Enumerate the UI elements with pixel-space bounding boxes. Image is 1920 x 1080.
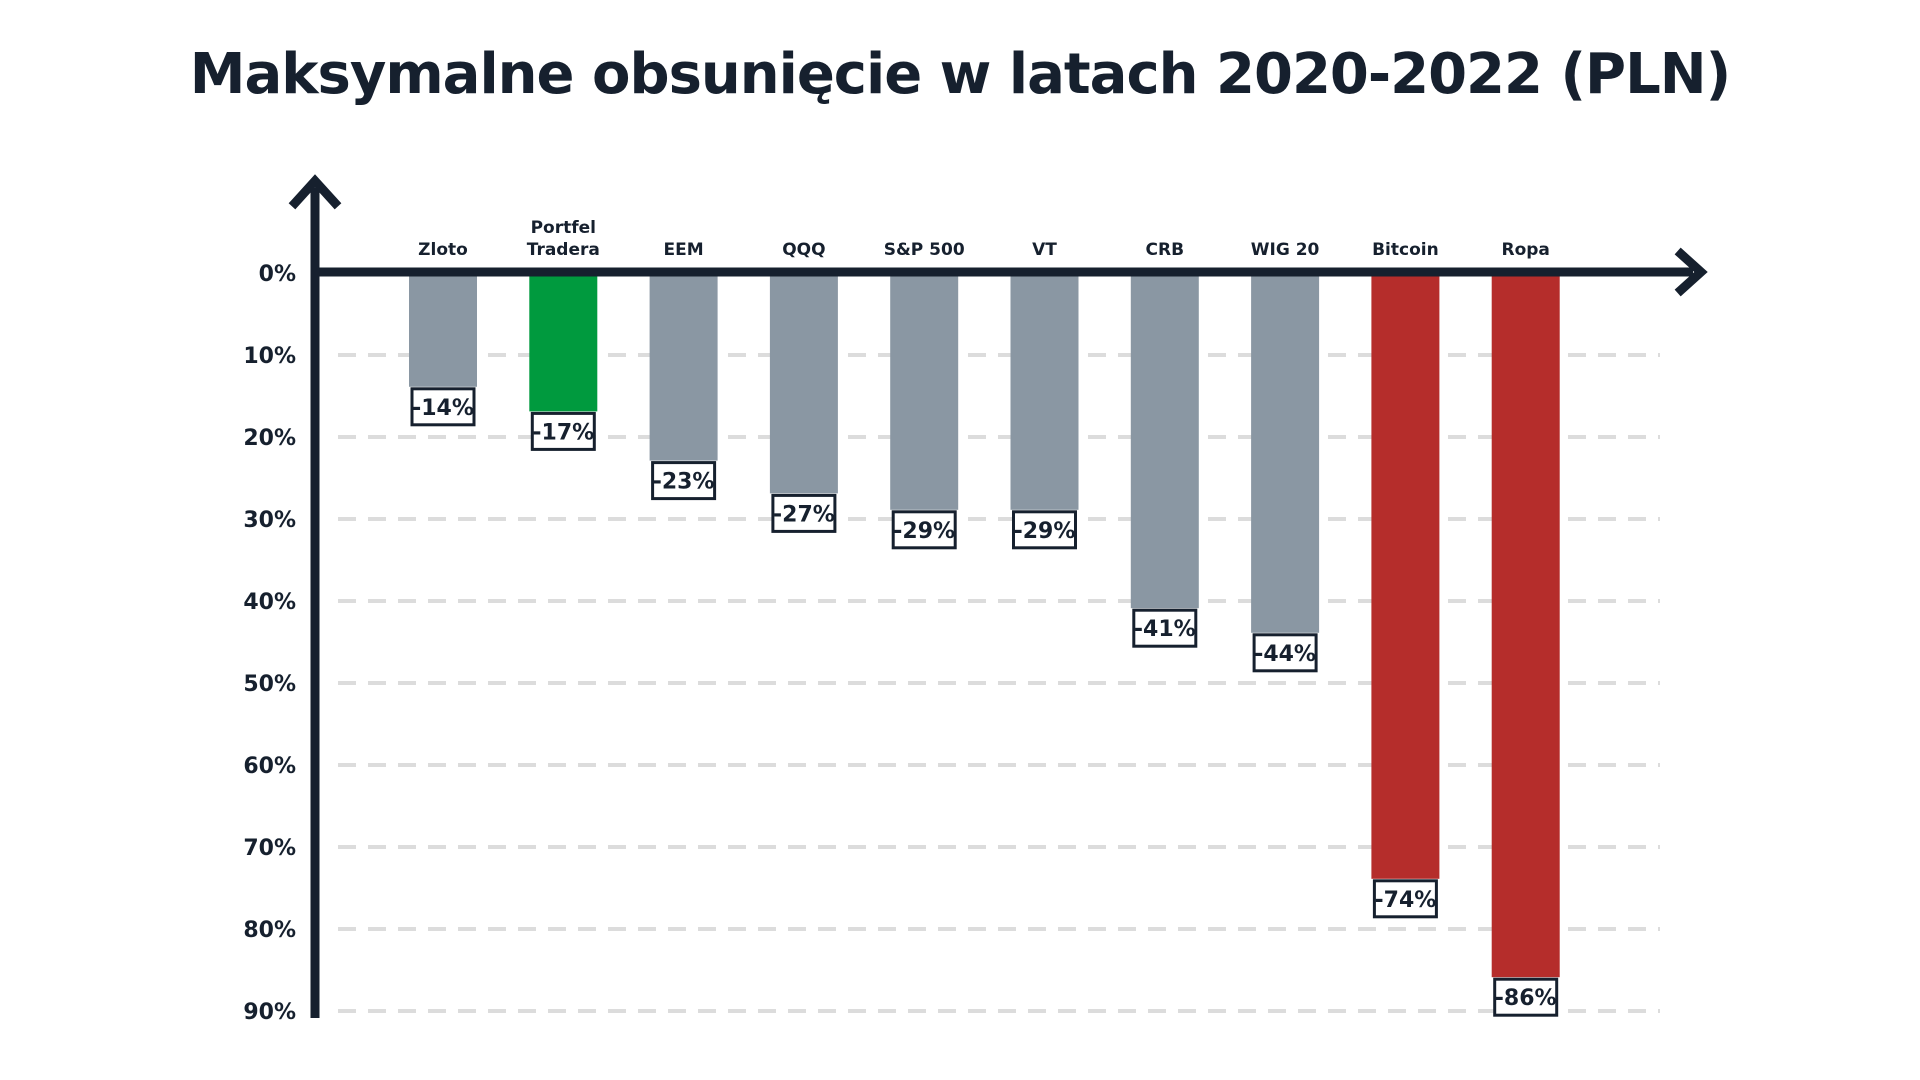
bar [769,276,838,494]
category-label: Tradera [527,240,600,260]
value-label-box [410,387,476,427]
value-label-box [1493,977,1559,1017]
bar [1010,276,1079,510]
value-label-box [530,411,596,451]
value-label: -44% [1254,642,1316,667]
y-tick-label: 0% [259,262,296,287]
bar [649,276,718,461]
chart-title: Maksymalne obsunięcie w latach 2020-2022… [189,42,1732,107]
category-label: Ropa [1501,240,1549,260]
value-label-box [1252,633,1318,673]
value-label: -29% [1014,519,1076,544]
labels: 0% 10% 20% 30% 40% 50% 60% 70% 80% 90% Zloto -14% Po… [243,218,1559,1025]
category-label: Zloto [418,240,468,260]
category-label: VT [1032,240,1057,260]
bars [409,276,1560,978]
bar [1491,276,1560,978]
value-label-box [1372,879,1438,919]
bar [529,276,598,412]
y-tick-label: 90% [243,1000,296,1025]
value-label: -14% [412,396,474,421]
value-label: -41% [1134,617,1196,642]
value-label-box [1012,510,1077,550]
bar [1371,276,1440,879]
y-tick-label: 10% [243,344,296,369]
y-tick-label: 20% [243,426,296,451]
value-label: -86% [1495,986,1557,1011]
category-label: WIG 20 [1251,240,1320,260]
value-label: -17% [532,420,594,445]
value-label: -29% [893,519,955,544]
y-tick-label: 40% [243,590,296,615]
category-label: CRB [1146,240,1185,260]
y-tick-label: 80% [243,918,296,943]
x-axis-arrow-icon [1674,247,1708,297]
bar [1251,276,1320,633]
y-tick-label: 70% [243,836,296,861]
y-tick-label: 50% [243,672,296,697]
y-tick-label: 30% [243,508,296,533]
grid-lines [338,353,1660,1013]
bar [409,276,477,387]
category-label: EEM [664,240,704,260]
value-label-box [1132,608,1198,648]
value-label: -23% [653,470,715,495]
axes [288,174,1708,1018]
y-tick-label: 60% [243,754,296,779]
value-label: -74% [1375,888,1437,913]
category-label: QQQ [782,240,825,260]
value-label: -27% [773,502,835,527]
value-label-box [651,461,717,501]
bar [1130,276,1199,609]
bar [890,276,959,510]
category-label: Portfel [531,218,596,238]
category-label: S&P 500 [884,240,965,260]
value-label-box [891,510,957,550]
y-axis-arrow-icon [288,174,342,210]
category-label: Bitcoin [1372,240,1439,260]
value-label-box [771,493,837,533]
